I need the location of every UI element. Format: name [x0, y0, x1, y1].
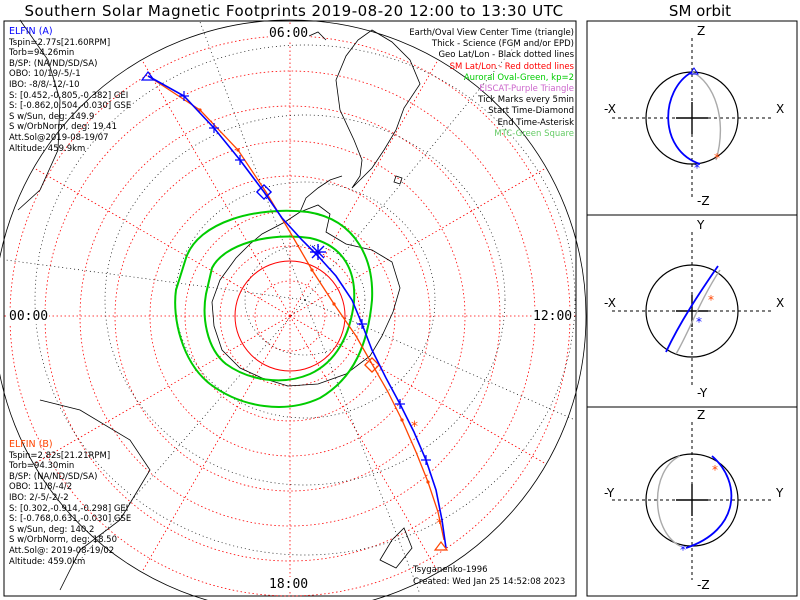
probe-b-line: S: [0.302,-0.914,-0.298] GEI: [9, 503, 129, 514]
created-timestamp: Created: Wed Jan 25 14:52:08 2023: [413, 576, 566, 587]
probe-b-line: Torb=94.30min: [9, 461, 75, 472]
probe-b-line: IBO: 2/-5/-2/-2: [9, 492, 69, 503]
geo-grid: [5, 21, 576, 595]
auroral-oval-inner: [203, 235, 356, 382]
orbit-panel-xz: * *: [612, 38, 772, 198]
credits: Tsyganenko-1996 Created: Wed Jan 25 14:5…: [413, 565, 565, 588]
new-zealand-coast: [379, 527, 413, 569]
xz-axis-bottom: -Z: [697, 194, 710, 208]
legend-item: Earth/Oval View Center Time (triangle): [409, 28, 574, 38]
probe-b-line: S: [-0.768,0.631,-0.030] GSE: [9, 514, 132, 525]
orbit-panel-yz: * *: [612, 422, 772, 580]
svg-text:*: *: [696, 315, 702, 329]
africa-coast: [17, 19, 61, 211]
probe-b-end-asterisk: *: [411, 419, 418, 435]
probe-a-info: ELFIN (A) Tspin=2.77s[21.60RPM] Torb=94.…: [9, 26, 132, 154]
probe-b-line: Tspin=2.82s[21.21RPM]: [9, 450, 111, 461]
legend-item: Tick Marks every 5min: [478, 95, 574, 106]
xy-axis-bottom: -Y: [697, 386, 708, 400]
svg-text:*: *: [714, 151, 720, 165]
sm-orbit-title: SM orbit: [668, 2, 732, 20]
legend-item: SM Lat/Lon - Red dotted lines: [449, 61, 574, 72]
probe-a-line: S w/Sun, deg: 149.9: [9, 111, 95, 122]
clock-label-right: 12:00: [532, 309, 574, 324]
xz-axis-right: X: [776, 102, 785, 116]
xy-axis-top: Y: [697, 218, 705, 232]
legend-item: End Time-Asterisk: [497, 117, 574, 128]
legend-item: Auroral Oval-Green, kp=2: [463, 72, 574, 83]
probe-b-track: [147, 75, 445, 541]
map-boundary-circle: [0, 19, 587, 600]
probe-a-line: Att.Sol@2019-08-19/07: [9, 132, 109, 143]
clock-label-bottom: 18:00: [268, 577, 310, 592]
probe-b-line: S w/Sun, deg: 140.2: [9, 524, 95, 535]
model-credit: Tsyganenko-1996: [413, 565, 488, 575]
legend-item: Thick - Science (FGM and/or EPD): [431, 39, 574, 50]
probe-b-info: ELFIN (B) Tspin=2.82s[21.21RPM] Torb=94.…: [9, 439, 132, 567]
probe-a-line: S: [-0.862,0.504,-0.030] GSE: [9, 101, 132, 112]
probe-b-view-triangle: [433, 541, 449, 551]
probe-a-line: Tspin=2.77s[21.60RPM]: [9, 37, 111, 48]
probe-a-line: Altitude: 459.9km: [9, 143, 86, 154]
yz-axis-top: Z: [697, 408, 706, 422]
xz-axis-left: -X: [604, 102, 616, 116]
xy-axis-left: -X: [604, 296, 616, 310]
probe-b-name: ELFIN (B): [9, 439, 53, 450]
probe-a-line: S w/OrbNorm, deg: 19.41: [9, 122, 118, 133]
falklands: [393, 175, 403, 185]
probe-b-line: Att.Sol@: 2019-08-19/02: [9, 545, 115, 556]
map-frame: [3, 20, 577, 597]
probe-b-line: OBO: 11/8/-4/2: [9, 482, 73, 493]
legend-item: Start Time-Diamond: [488, 106, 574, 117]
polar-cap-circle: [234, 260, 346, 372]
australia-coast: [39, 399, 151, 591]
antarctic-peninsula: [299, 175, 343, 213]
yz-axis-left: -Y: [604, 486, 615, 500]
clock-label-left: 00:00: [8, 309, 50, 324]
clock-label-top: 06:00: [268, 26, 310, 41]
probe-a-line: S: [0.452,-0.805,-0.382] GEI: [9, 90, 129, 101]
svg-text:*: *: [712, 463, 718, 477]
antarctica-coast: [211, 204, 401, 387]
auroral-oval-outer: [174, 209, 374, 408]
svg-text:*: *: [708, 293, 714, 307]
probe-b-line: Altitude: 459.0km: [9, 556, 86, 567]
legend-item: EISCAT-Purple Triangle: [479, 83, 574, 94]
probe-a-line: Torb=94.26min: [9, 48, 75, 59]
legend-item: MTC-Green Square: [494, 128, 574, 139]
probe-a-name: ELFIN (A): [9, 26, 53, 37]
legend-item: Geo Lat/Lon - Black dotted lines: [438, 50, 574, 61]
probe-a-end-asterisk: [310, 244, 326, 260]
probe-b-line: B/SP: (NA/ND/SD/SA): [9, 471, 98, 482]
probe-a-line: IBO: -8/8/-12/-10: [9, 79, 80, 90]
orbit-panel-yz-frame: [586, 406, 798, 597]
probe-b-start-diamond: [364, 357, 380, 373]
svg-text:*: *: [694, 161, 700, 175]
probe-a-start-diamond: [255, 183, 273, 201]
south-america-coast: [335, 29, 421, 189]
yz-axis-bottom: -Z: [697, 578, 710, 592]
svg-text:*: *: [680, 543, 686, 557]
probe-b-line: S w/OrbNorm, deg: 18.50: [9, 535, 118, 546]
yz-axis-right: Y: [776, 486, 784, 500]
probe-a-line: B/SP: (NA/ND/SD/SA): [9, 58, 98, 69]
orbit-panel-xy: * *: [612, 232, 772, 388]
probe-a-ticks: [179, 91, 431, 465]
xy-axis-right: X: [776, 296, 785, 310]
probe-a-line: OBO: 10/19/-5/-1: [9, 69, 81, 80]
probe-a-view-triangle: [140, 71, 156, 81]
page-title: Southern Solar Magnetic Footprints 2019-…: [24, 2, 564, 20]
probe-b-ticks: [198, 108, 430, 484]
xz-axis-top: Z: [697, 24, 706, 38]
legend: Earth/Oval View Center Time (triangle) T…: [409, 28, 574, 140]
probe-b-triangle-marker: *: [436, 516, 443, 532]
